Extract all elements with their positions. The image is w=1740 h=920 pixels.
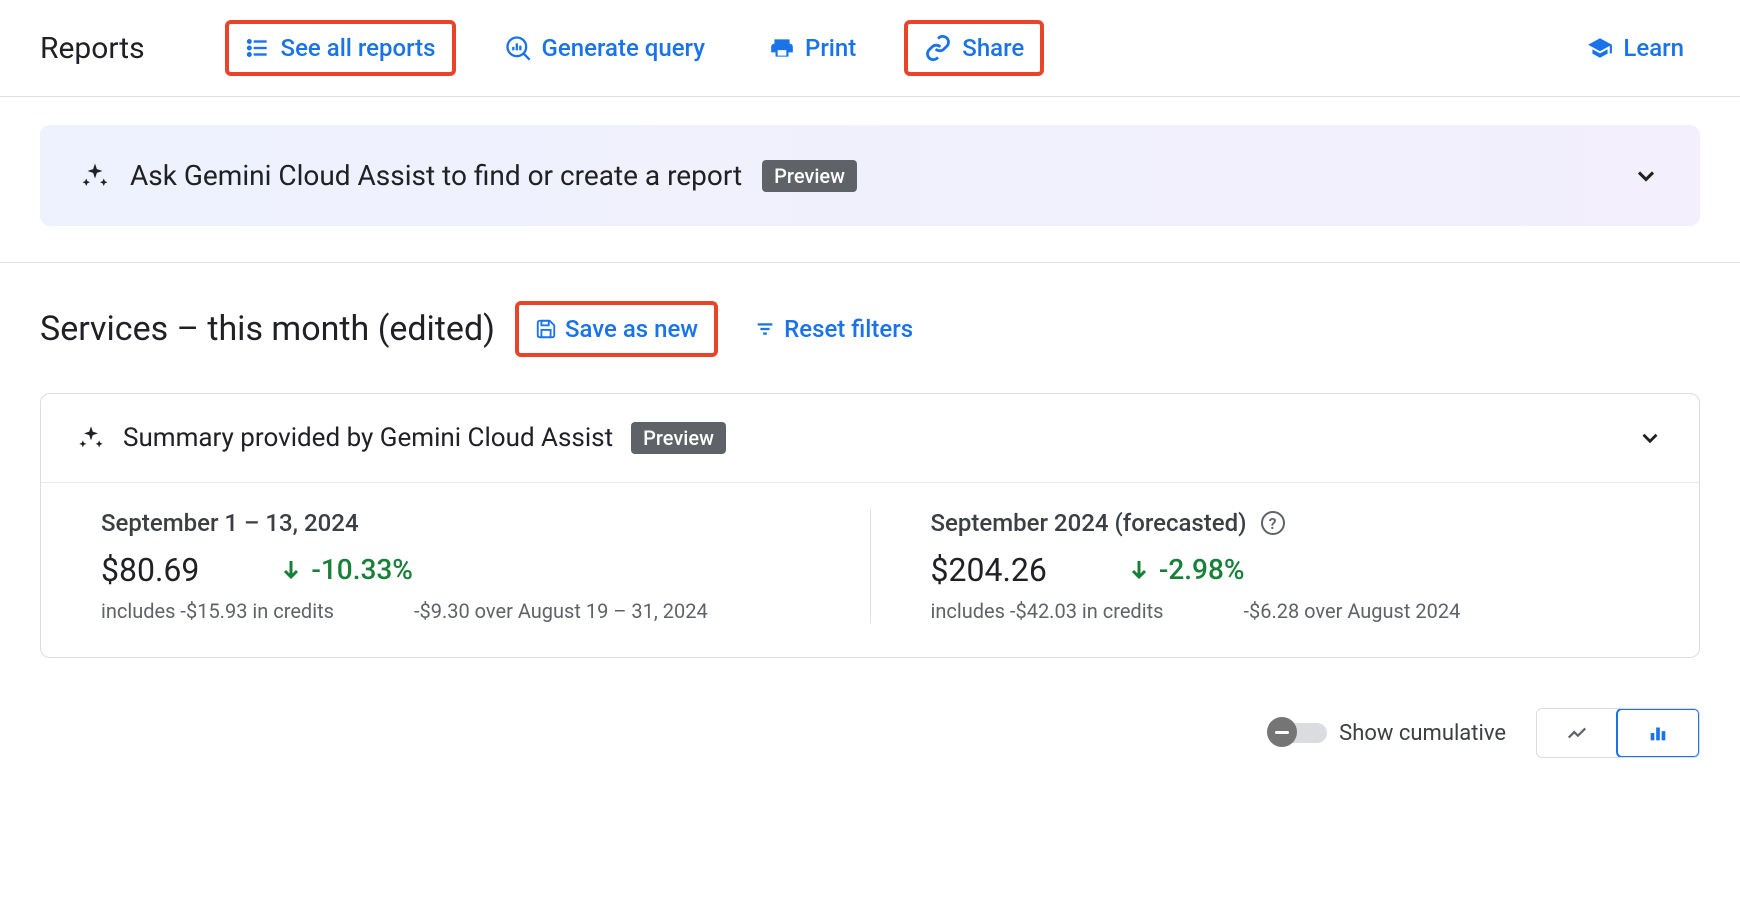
learn-label: Learn [1623, 34, 1684, 62]
stat-value: $204.26 [931, 551, 1047, 589]
chart-controls-row: Show cumulative [0, 698, 1740, 782]
line-chart-icon [1563, 722, 1591, 744]
stat-period: September 1 – 13, 2024 [101, 509, 359, 537]
bar-chart-view-button[interactable] [1616, 708, 1700, 758]
stats-row: September 1 – 13, 2024 $80.69 -10.33% in… [41, 483, 1699, 657]
summary-card-header[interactable]: Summary provided by Gemini Cloud Assist … [41, 394, 1699, 483]
reset-filters-button[interactable]: Reset filters [738, 305, 929, 353]
learn-icon [1587, 35, 1613, 61]
stat-delta: -2.98% [1127, 553, 1245, 586]
arrow-down-icon [279, 557, 303, 581]
summary-title: Summary provided by Gemini Cloud Assist [123, 423, 613, 453]
see-all-reports-label: See all reports [281, 34, 436, 62]
stat-period: September 2024 (forecasted) [931, 509, 1247, 537]
preview-badge: Preview [631, 422, 726, 454]
show-cumulative-toggle[interactable]: Show cumulative [1271, 721, 1506, 746]
generate-query-button[interactable]: Generate query [488, 24, 721, 72]
stat-value: $80.69 [101, 551, 199, 589]
report-section: Services – this month (edited) Save as n… [0, 262, 1740, 658]
report-title: Services – this month (edited) [40, 309, 495, 349]
see-all-reports-button[interactable]: See all reports [225, 20, 456, 76]
save-icon [535, 318, 557, 340]
reset-filters-label: Reset filters [784, 315, 913, 343]
stat-credits: includes -$42.03 in credits [931, 599, 1164, 623]
stat-col-forecast: September 2024 (forecasted) ? $204.26 -2… [871, 509, 1660, 623]
toggle-track [1271, 723, 1327, 743]
learn-button[interactable]: Learn [1571, 24, 1700, 72]
stat-credits: includes -$15.93 in credits [101, 599, 334, 623]
summary-card: Summary provided by Gemini Cloud Assist … [40, 393, 1700, 658]
stat-over: -$6.28 over August 2024 [1243, 599, 1460, 623]
share-button[interactable]: Share [904, 20, 1044, 76]
toggle-knob [1267, 717, 1297, 747]
help-icon[interactable]: ? [1261, 511, 1285, 535]
toggle-label: Show cumulative [1339, 721, 1506, 746]
preview-badge: Preview [762, 160, 857, 192]
print-button[interactable]: Print [753, 24, 872, 72]
header-bar: Reports See all reports Generate query P… [0, 0, 1740, 97]
bar-chart-icon [1644, 722, 1672, 744]
gemini-banner[interactable]: Ask Gemini Cloud Assist to find or creat… [40, 125, 1700, 226]
print-icon [769, 35, 795, 61]
chevron-down-icon [1632, 162, 1660, 190]
filter-icon [754, 318, 776, 340]
sparkle-icon [77, 424, 105, 452]
line-chart-view-button[interactable] [1537, 709, 1617, 757]
list-icon [245, 35, 271, 61]
link-icon [924, 34, 952, 62]
stat-delta-pct: -2.98% [1159, 553, 1245, 586]
page-title: Reports [40, 31, 145, 66]
sparkle-icon [80, 161, 110, 191]
stat-delta-pct: -10.33% [311, 553, 413, 586]
gemini-banner-text: Ask Gemini Cloud Assist to find or creat… [130, 159, 742, 192]
chevron-down-icon [1637, 425, 1663, 451]
save-as-new-label: Save as new [565, 315, 698, 343]
save-as-new-button[interactable]: Save as new [515, 301, 718, 357]
stat-col-actual: September 1 – 13, 2024 $80.69 -10.33% in… [81, 509, 871, 623]
stat-delta: -10.33% [279, 553, 413, 586]
report-title-row: Services – this month (edited) Save as n… [40, 301, 1700, 357]
chart-view-toggle [1536, 708, 1700, 758]
stat-over: -$9.30 over August 19 – 31, 2024 [414, 599, 708, 623]
query-icon [504, 34, 532, 62]
generate-query-label: Generate query [542, 34, 705, 62]
share-label: Share [962, 34, 1024, 62]
arrow-down-icon [1127, 557, 1151, 581]
print-label: Print [805, 34, 856, 62]
